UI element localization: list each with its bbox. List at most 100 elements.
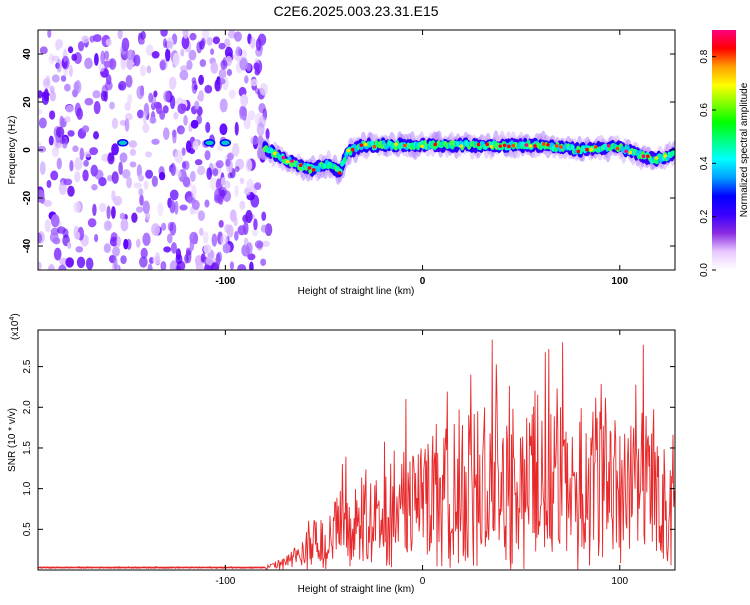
ridge-core — [654, 158, 659, 165]
noise-blob — [162, 127, 170, 140]
noise-blob — [199, 59, 207, 68]
noise-blob — [55, 39, 64, 49]
noise-blob — [81, 35, 89, 44]
snr-axes: -100 0 100 0.5 1.0 1.5 2.0 2.5 — [22, 330, 675, 587]
noise-blob — [139, 256, 148, 268]
noise-blob — [38, 145, 47, 153]
noise-blob — [116, 236, 122, 248]
noise-blob — [49, 90, 57, 102]
noise-blob — [192, 140, 199, 151]
ridge-hotspot — [372, 144, 377, 149]
noise-blob — [139, 194, 144, 206]
ridge-hotspot — [363, 142, 368, 147]
noise-blob — [166, 233, 173, 244]
noise-blob — [225, 158, 231, 167]
early-segment — [117, 139, 129, 147]
noise-blob — [129, 161, 137, 168]
noise-blob — [105, 38, 113, 47]
noise-blob — [212, 36, 220, 45]
noise-blob — [172, 52, 180, 67]
noise-blob — [50, 214, 60, 228]
noise-blob — [111, 171, 119, 184]
noise-blob — [163, 246, 172, 253]
noise-blob — [129, 148, 137, 157]
snr-frame — [37, 329, 676, 571]
noise-blob — [142, 122, 150, 133]
noise-blob — [133, 54, 141, 67]
ridge-hotspot — [359, 143, 364, 147]
noise-blob — [247, 110, 256, 121]
noise-blob — [249, 36, 256, 49]
noise-blob — [155, 251, 160, 264]
colorbar-gradient — [712, 30, 736, 270]
noise-blob — [191, 199, 200, 211]
noise-blob — [126, 57, 134, 70]
noise-blob — [47, 30, 52, 38]
noise-blob — [119, 212, 126, 220]
noise-blob — [113, 195, 123, 206]
noise-blob — [244, 75, 249, 84]
noise-blob — [239, 177, 245, 185]
noise-blob — [38, 232, 43, 244]
noise-blob — [138, 174, 144, 182]
ridge-hotspot — [420, 144, 424, 149]
noise-blob — [169, 189, 179, 201]
noise-blob — [147, 263, 153, 270]
snr-marks — [38, 339, 675, 570]
noise-blob — [99, 202, 107, 213]
noise-blob — [67, 46, 74, 54]
noise-blob — [237, 264, 247, 270]
noise-blob — [113, 256, 118, 270]
noise-blob — [218, 220, 224, 228]
noise-blob — [153, 101, 162, 109]
noise-blob — [120, 218, 129, 232]
snr-y-tick-label: 0.5 — [22, 522, 33, 536]
noise-blob — [84, 97, 94, 106]
noise-blob — [179, 127, 185, 134]
noise-blob — [191, 80, 198, 94]
noise-blob — [107, 153, 115, 165]
noise-blob — [183, 115, 188, 126]
noise-blob — [218, 42, 226, 50]
noise-blob — [51, 74, 60, 83]
noise-blob — [223, 180, 231, 189]
noise-blob — [87, 218, 97, 228]
noise-blob — [228, 89, 236, 99]
noise-blob — [160, 261, 167, 270]
noise-blob — [65, 257, 75, 268]
colorbar-tick-label: 0.0 — [699, 263, 710, 277]
noise-blob — [67, 130, 75, 137]
noise-blob — [149, 116, 157, 124]
noise-blob — [255, 38, 262, 51]
noise-blob — [111, 206, 116, 219]
noise-blob — [41, 92, 50, 105]
noise-blob — [227, 30, 236, 39]
y-tick-label: -20 — [22, 190, 33, 205]
noise-blob — [94, 233, 99, 243]
noise-blob — [245, 158, 253, 172]
x-tick-label: 100 — [611, 276, 628, 287]
noise-blob — [107, 174, 114, 182]
noise-blob — [45, 74, 50, 87]
snr-y-multiplier-exponent: 4 — [9, 317, 16, 321]
noise-blob — [246, 242, 253, 255]
y-tick-label: 0 — [22, 147, 33, 153]
noise-blob — [140, 30, 146, 40]
noise-blob — [226, 224, 234, 238]
ridge-hotspot — [476, 142, 481, 147]
noise-blob — [103, 60, 111, 69]
noise-blob — [220, 177, 226, 186]
early-segment — [219, 139, 232, 147]
noise-blob — [117, 30, 123, 40]
noise-blob — [118, 161, 123, 175]
noise-blob — [136, 85, 145, 100]
ridge-hotspot — [290, 159, 294, 163]
noise-blob — [60, 75, 67, 82]
noise-blob — [121, 37, 130, 52]
noise-blob — [205, 256, 214, 267]
noise-blob — [218, 186, 227, 197]
noise-blob — [260, 224, 268, 233]
noise-blob — [220, 59, 228, 70]
noise-blob — [121, 169, 131, 179]
noise-blob — [204, 150, 211, 161]
